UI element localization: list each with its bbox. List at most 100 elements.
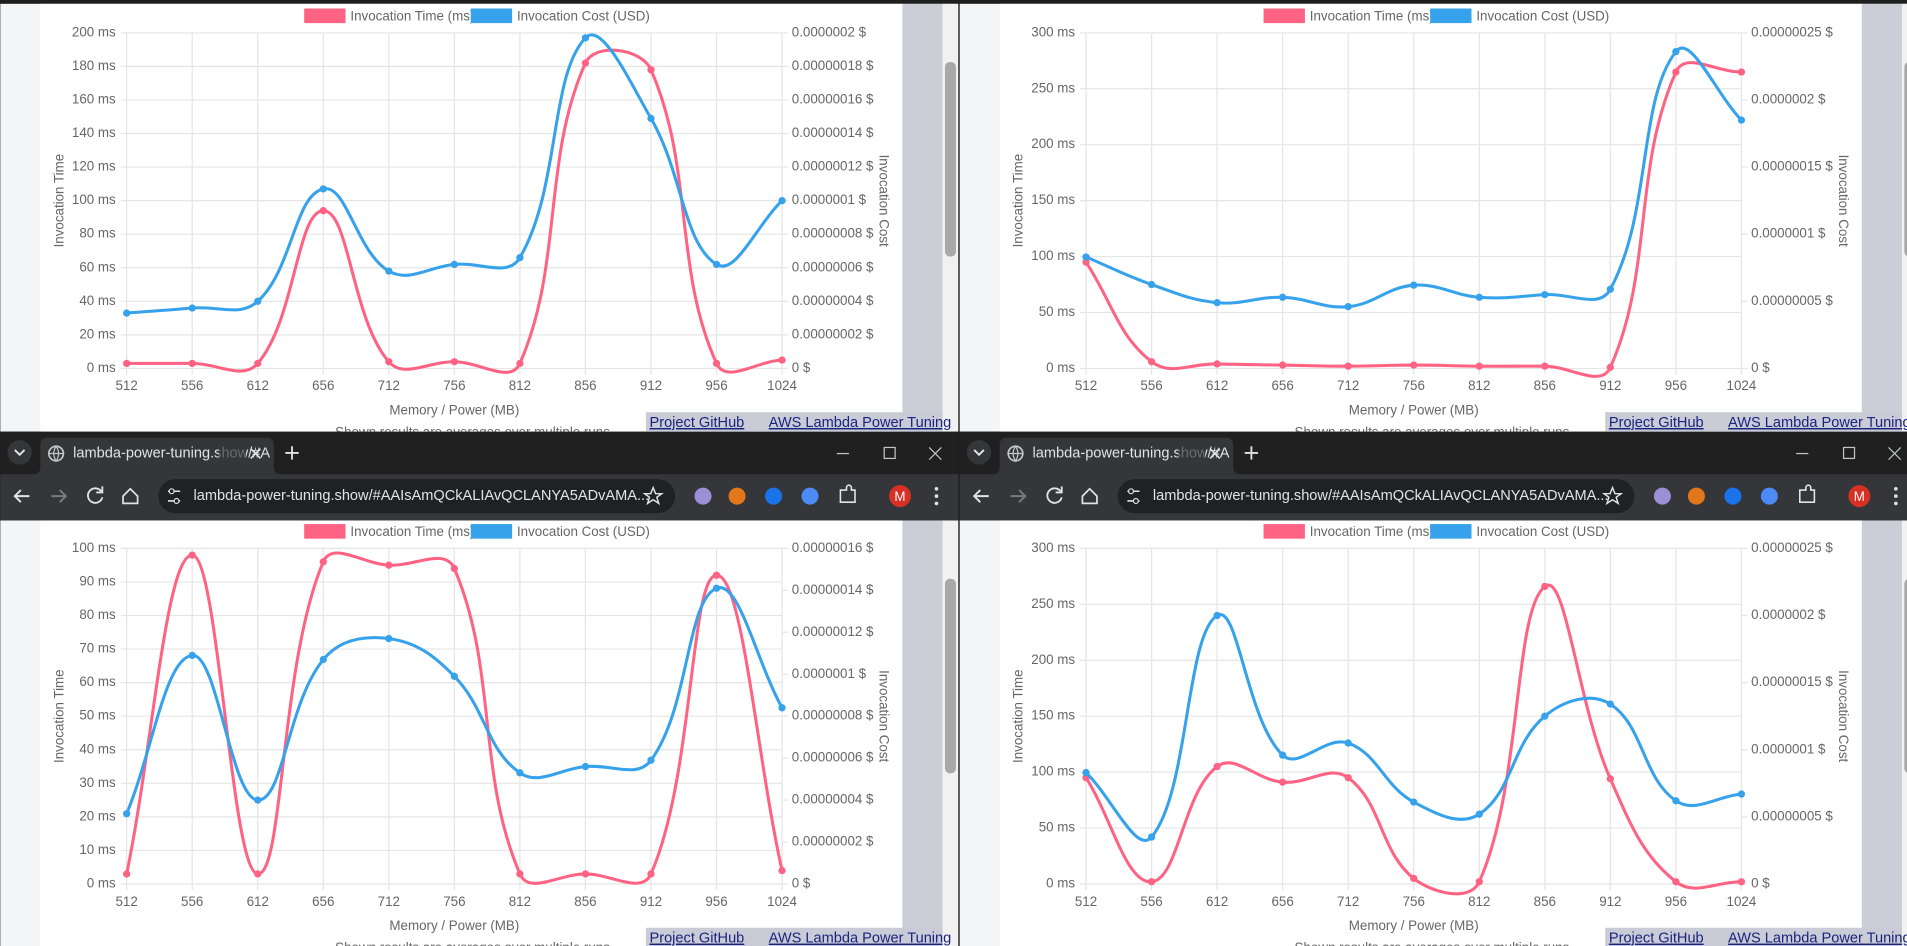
legend-label[interactable]: Invocation Cost (USD) — [1476, 524, 1609, 539]
maximize[interactable] — [883, 446, 896, 460]
extension-icon[interactable] — [1687, 487, 1705, 505]
legend-label[interactable]: Invocation Time (ms) — [350, 524, 474, 539]
home[interactable] — [122, 487, 139, 505]
data-point[interactable] — [1475, 362, 1483, 370]
data-point[interactable] — [778, 196, 786, 205]
legend-label[interactable]: Invocation Time (ms) — [350, 9, 474, 24]
data-point[interactable] — [1344, 739, 1352, 747]
home[interactable] — [1081, 487, 1098, 505]
data-point[interactable] — [123, 810, 131, 818]
extensions[interactable] — [1799, 484, 1816, 503]
close-window[interactable] — [928, 447, 942, 461]
data-point[interactable] — [1475, 878, 1483, 886]
scrollbar-thumb[interactable] — [1904, 62, 1907, 257]
data-point[interactable] — [647, 66, 655, 74]
footer-link[interactable]: AWS Lambda Power Tuning — [769, 415, 952, 431]
data-point[interactable] — [1344, 362, 1352, 370]
data-point[interactable] — [516, 254, 524, 262]
footer-link[interactable]: Project GitHub — [1609, 415, 1704, 431]
url[interactable]: lambda-power-tuning.show/#AAIsAmQCkALIAv… — [1153, 488, 1609, 504]
new-tab[interactable] — [1244, 446, 1259, 460]
menu-dot[interactable] — [934, 501, 939, 506]
footer-link[interactable]: Project GitHub — [650, 415, 745, 431]
legend-swatch[interactable] — [470, 8, 513, 24]
extension-icon[interactable] — [801, 487, 819, 505]
legend-label[interactable]: Invocation Cost (USD) — [1476, 9, 1609, 24]
legend-swatch[interactable] — [304, 524, 346, 539]
data-point[interactable] — [581, 59, 590, 67]
legend-swatch[interactable] — [1430, 524, 1472, 539]
data-point[interactable] — [1541, 712, 1549, 720]
data-point[interactable] — [1147, 358, 1156, 366]
data-point[interactable] — [1475, 293, 1483, 301]
data-point[interactable] — [385, 358, 393, 366]
data-point[interactable] — [319, 558, 327, 566]
data-point[interactable] — [450, 260, 459, 269]
data-point[interactable] — [1213, 360, 1221, 368]
data-point[interactable] — [254, 359, 262, 368]
data-point[interactable] — [123, 870, 131, 878]
data-point[interactable] — [581, 870, 590, 878]
data-point[interactable] — [1147, 280, 1156, 289]
data-point[interactable] — [1344, 774, 1352, 782]
data-point[interactable] — [1606, 363, 1614, 371]
data-point[interactable] — [319, 185, 327, 193]
bookmark-star[interactable] — [642, 485, 664, 506]
maximize[interactable] — [1842, 446, 1856, 460]
data-point[interactable] — [516, 870, 524, 878]
data-point[interactable] — [647, 870, 655, 878]
new-tab[interactable] — [285, 446, 299, 460]
back[interactable] — [13, 489, 30, 503]
reload[interactable] — [87, 486, 104, 504]
data-point[interactable] — [778, 356, 786, 364]
menu-dot[interactable] — [1894, 494, 1898, 498]
menu-dot[interactable] — [1894, 486, 1898, 491]
data-point[interactable] — [1737, 68, 1746, 76]
legend-label[interactable]: Invocation Cost (USD) — [517, 9, 650, 24]
legend-swatch[interactable] — [1430, 8, 1472, 24]
data-point[interactable] — [450, 564, 459, 573]
data-point[interactable] — [1541, 290, 1549, 299]
bookmark-star[interactable] — [1601, 485, 1624, 506]
data-point[interactable] — [1213, 762, 1221, 771]
legend-swatch[interactable] — [470, 524, 513, 539]
footer-link[interactable]: Project GitHub — [650, 931, 745, 946]
data-point[interactable] — [450, 358, 459, 366]
back[interactable] — [972, 489, 989, 503]
legend-swatch[interactable] — [304, 8, 346, 24]
data-point[interactable] — [254, 796, 262, 804]
forward[interactable] — [1010, 489, 1027, 503]
extensions[interactable] — [839, 484, 856, 503]
data-point[interactable] — [1672, 47, 1680, 56]
data-point[interactable] — [385, 561, 393, 569]
data-point[interactable] — [647, 756, 655, 764]
data-point[interactable] — [319, 207, 327, 215]
menu-dot[interactable] — [1894, 501, 1898, 506]
avatar[interactable] — [1848, 485, 1871, 508]
data-point[interactable] — [778, 704, 786, 712]
data-point[interactable] — [319, 655, 327, 664]
url[interactable]: lambda-power-tuning.show/#AAIsAmQCkALIAv… — [194, 488, 650, 504]
avatar[interactable] — [889, 485, 911, 508]
data-point[interactable] — [385, 267, 393, 275]
data-point[interactable] — [1213, 611, 1221, 620]
data-point[interactable] — [1410, 361, 1418, 369]
extension-icon[interactable] — [728, 487, 746, 505]
menu-dot[interactable] — [934, 494, 939, 498]
data-point[interactable] — [1279, 751, 1287, 759]
scrollbar-thumb[interactable] — [1904, 579, 1907, 774]
data-point[interactable] — [1672, 878, 1680, 886]
extension-icon[interactable] — [765, 487, 783, 505]
data-point[interactable] — [1213, 299, 1221, 307]
data-point[interactable] — [1672, 797, 1680, 805]
data-point[interactable] — [1541, 582, 1549, 591]
data-point[interactable] — [1082, 253, 1090, 261]
legend-label[interactable]: Invocation Cost (USD) — [517, 524, 650, 539]
reload[interactable] — [1046, 486, 1063, 504]
data-point[interactable] — [188, 551, 196, 559]
data-point[interactable] — [1410, 874, 1418, 883]
data-point[interactable] — [516, 359, 524, 368]
data-point[interactable] — [385, 634, 393, 643]
data-point[interactable] — [1279, 293, 1287, 301]
footer-link[interactable]: AWS Lambda Power Tuning — [769, 931, 952, 946]
